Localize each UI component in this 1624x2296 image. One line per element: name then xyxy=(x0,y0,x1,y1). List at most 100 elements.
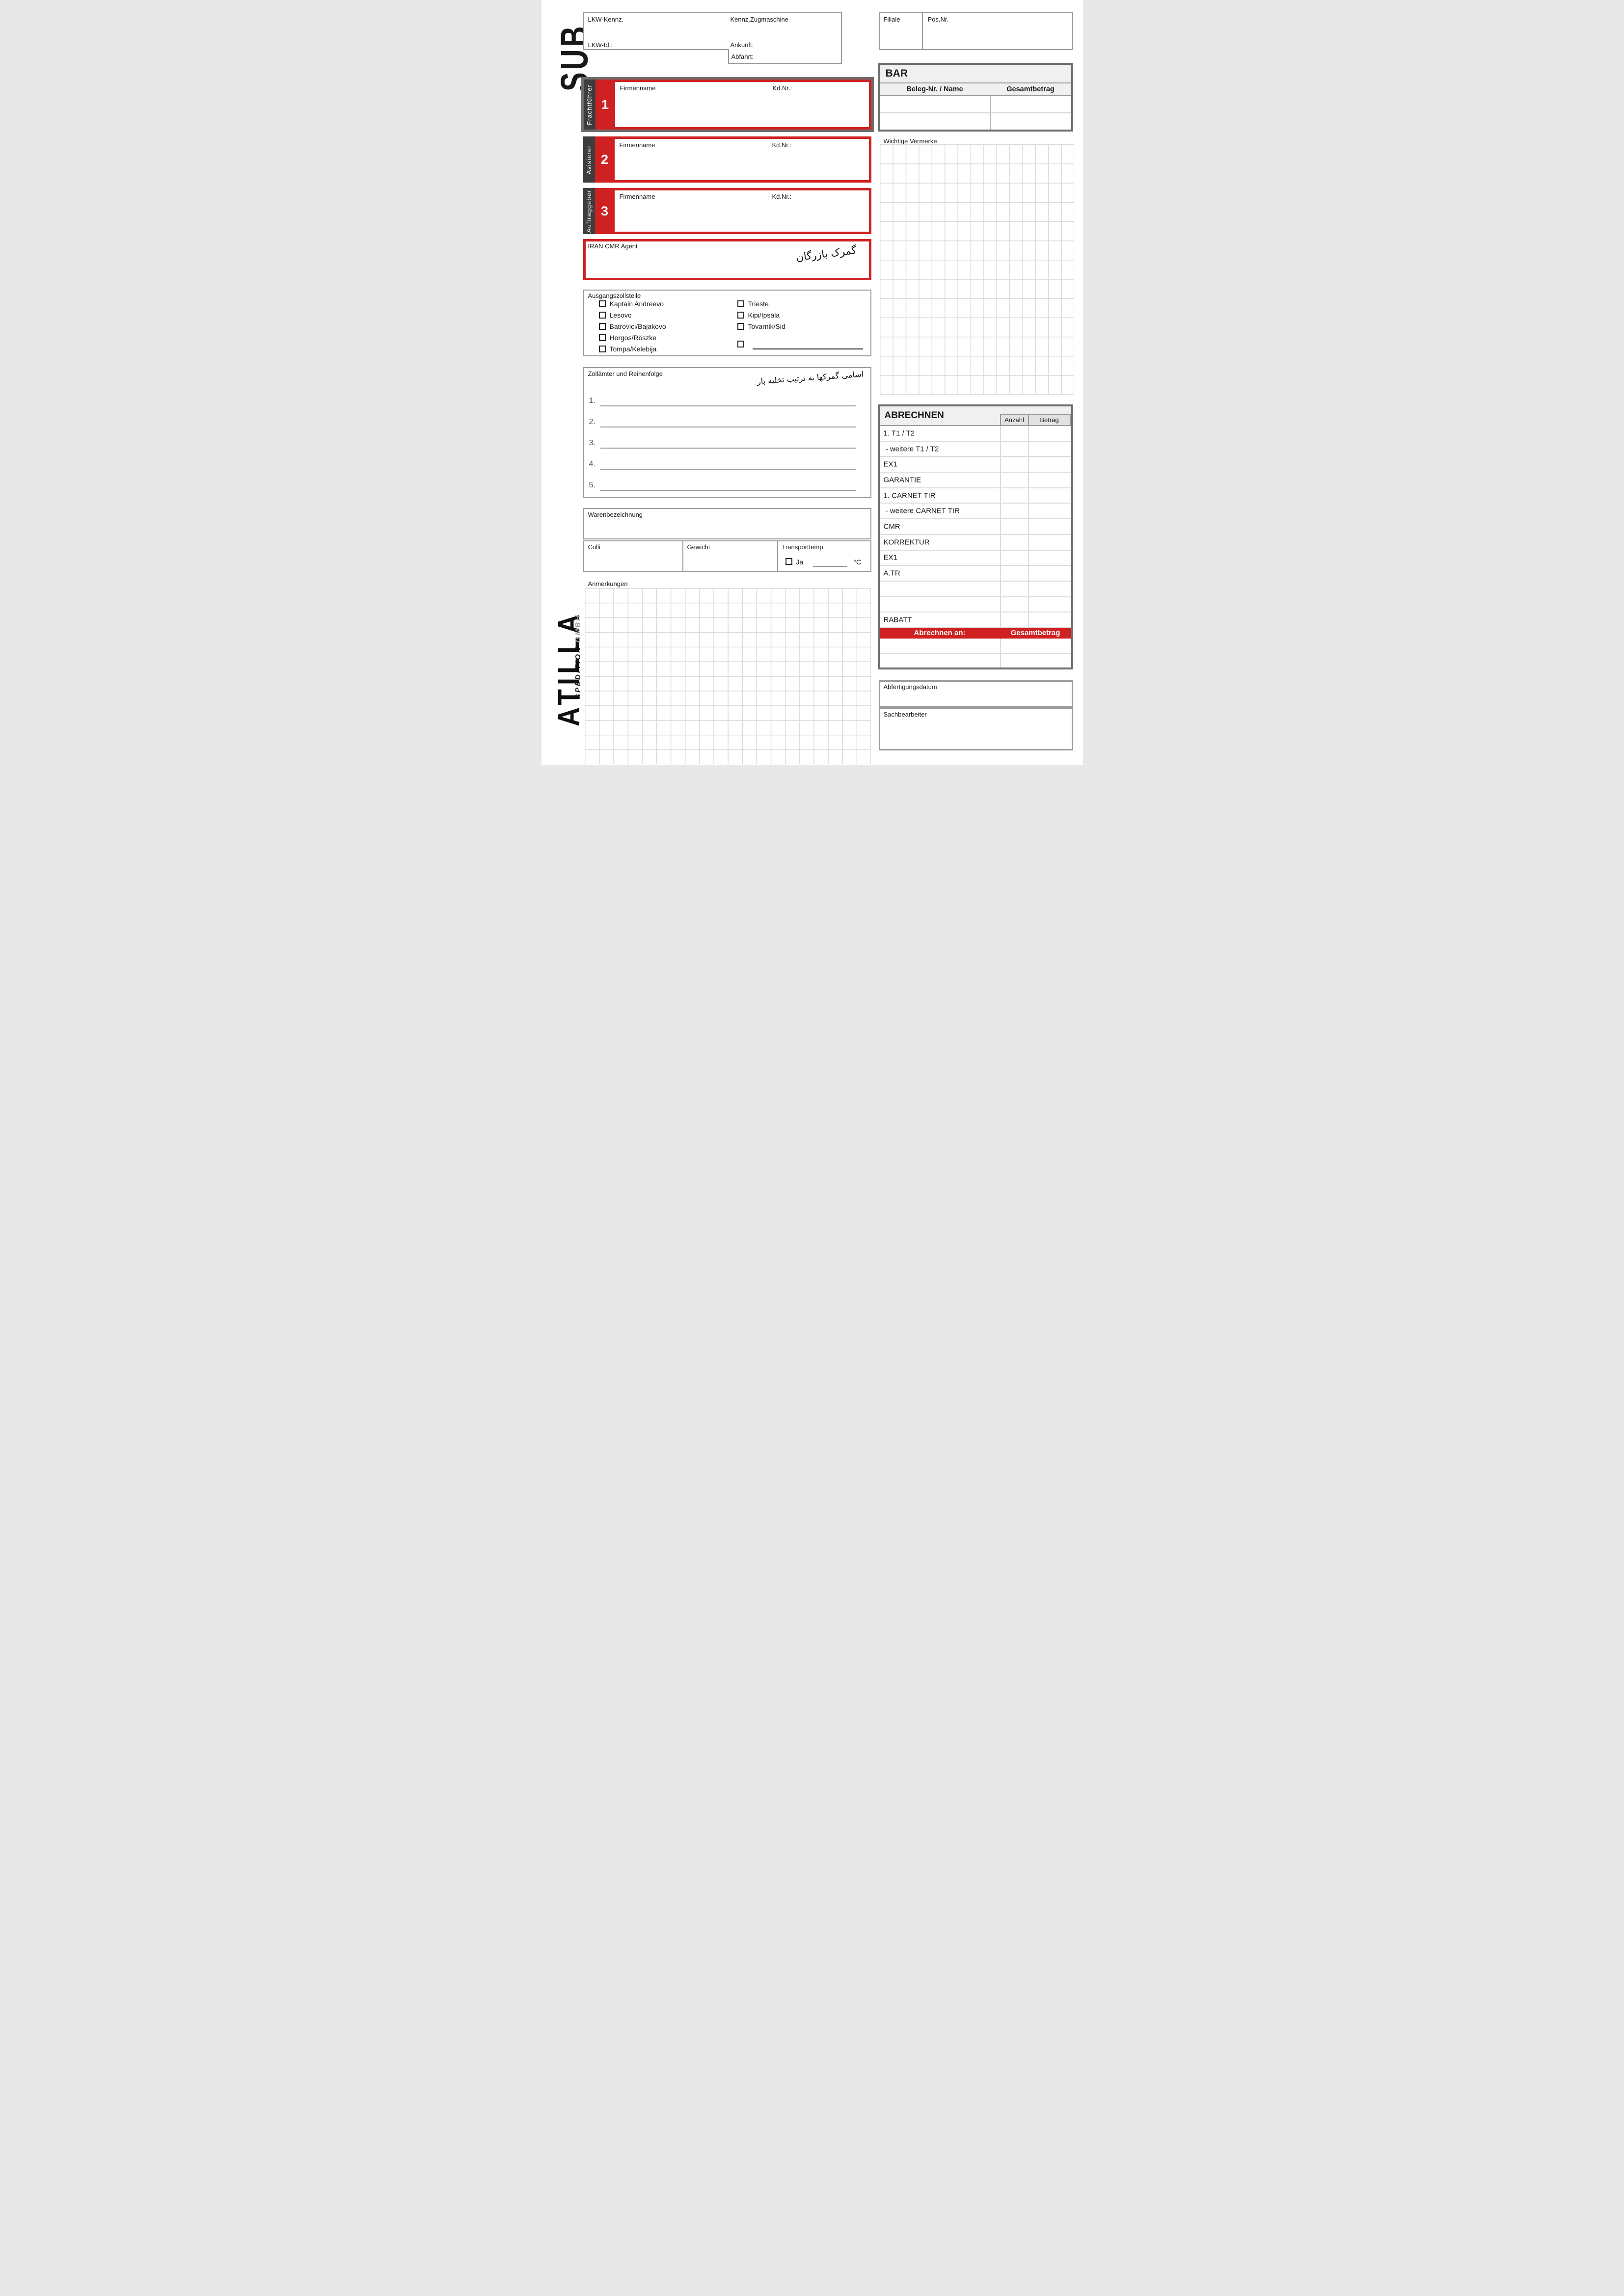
abrechnen-anzahl-cell[interactable] xyxy=(1000,426,1028,441)
abrechnen-anzahl-cell[interactable] xyxy=(1000,613,1028,627)
abrechnen-anzahl-cell[interactable] xyxy=(1000,442,1028,456)
abrechnen-anzahl-cell[interactable] xyxy=(1000,551,1028,565)
goods-description-label: Warenbezeichnung xyxy=(588,511,643,518)
wichtige-vermerke-grid[interactable] xyxy=(879,144,1074,395)
lkw-kennz-label: LKW-Kennz. xyxy=(588,16,624,23)
customs-order-number: 1. xyxy=(589,397,595,405)
exit-customs-checkbox[interactable] xyxy=(737,312,744,319)
kdnr-label-3: Kd.Nr.: xyxy=(772,193,792,200)
abfahrt-label: Abfahrt: xyxy=(731,53,754,60)
exit-customs-option-label: Batrovici/Bajakovo xyxy=(609,322,666,330)
role-label-1: Frachtführer xyxy=(586,84,593,125)
exit-customs-other-checkbox[interactable] xyxy=(737,341,744,347)
sachbearbeiter-label: Sachbearbeiter xyxy=(883,711,927,718)
customs-order-number: 5. xyxy=(589,481,595,489)
customs-order-line[interactable] xyxy=(600,405,856,406)
customs-order-line[interactable] xyxy=(600,469,856,470)
party-field-3[interactable]: Firmenname Kd.Nr.: xyxy=(614,190,869,232)
spedition-gmbh-logo: SPEDITION GMBH xyxy=(574,537,582,699)
exit-customs-checkbox[interactable] xyxy=(598,300,606,307)
anmerkungen-grid[interactable] xyxy=(584,588,871,764)
abrechnen-betrag-cell[interactable] xyxy=(1028,488,1071,503)
colli-divider-2 xyxy=(777,540,778,572)
party-field-2[interactable]: Firmenname Kd.Nr.: xyxy=(614,139,869,180)
exit-customs-option-label: Horgos/Röszke xyxy=(609,334,657,342)
exit-customs-checkbox[interactable] xyxy=(737,323,744,330)
customs-order-line[interactable] xyxy=(600,490,856,491)
abrechnen-anzahl-divider xyxy=(1000,426,1001,667)
abrechnen-betrag-cell[interactable] xyxy=(1028,426,1071,441)
lkw-id-label: LKW-Id.: xyxy=(588,41,613,49)
anmerkungen-label: Anmerkungen xyxy=(588,580,628,587)
filiale-label: Filiale xyxy=(883,16,900,23)
filiale-box[interactable] xyxy=(878,12,1073,50)
truck-box-bottom-border xyxy=(583,49,729,50)
abrechnen-anzahl-cell[interactable] xyxy=(1000,488,1028,503)
abrechnen-betrag-cell[interactable] xyxy=(1028,582,1071,596)
exit-customs-checkbox[interactable] xyxy=(737,300,744,307)
transporttemp-ja-checkbox[interactable] xyxy=(785,558,792,565)
abrechnen-betrag-cell[interactable] xyxy=(1028,613,1071,627)
firmenname-label-3: Firmenname xyxy=(619,193,655,200)
abrechnen-row: - weitere T1 / T2 xyxy=(879,442,1071,457)
truck-box[interactable] xyxy=(583,12,842,50)
abrechnen-row-label: - weitere T1 / T2 xyxy=(883,445,939,454)
exit-customs-option-label: Kipi/Ipsala xyxy=(748,311,780,319)
abfahrt-box[interactable] xyxy=(728,49,842,64)
kennz-zugmaschine-label: Kennz.Zugmaschine xyxy=(730,16,789,23)
abrechnen-row xyxy=(879,582,1071,597)
spedition-text: SPEDITION xyxy=(573,646,582,699)
abrechnen-anzahl-cell[interactable] xyxy=(1000,504,1028,519)
exit-customs-checkbox[interactable] xyxy=(598,312,606,319)
transporttemp-value-line[interactable] xyxy=(812,566,847,567)
abrechnen-betrag-cell[interactable] xyxy=(1028,457,1071,472)
iran-cmr-box[interactable] xyxy=(583,239,871,280)
party-field-1[interactable]: Firmenname Kd.Nr.: xyxy=(615,82,869,127)
abrechnen-betrag-cell[interactable] xyxy=(1028,566,1071,581)
abrechnen-anzahl-cell[interactable] xyxy=(1000,457,1028,472)
abrechnen-betrag-cell[interactable] xyxy=(1028,597,1071,612)
abrechnen-anzahl-cell[interactable] xyxy=(1000,597,1028,612)
ankunft-label: Ankunft: xyxy=(730,41,754,49)
abrechnen-anzahl-cell[interactable] xyxy=(1000,566,1028,581)
abrechnen-betrag-cell[interactable] xyxy=(1028,442,1071,456)
abrechnen-row: CMR xyxy=(879,519,1071,535)
abrechnen-anzahl-cell[interactable] xyxy=(1000,582,1028,596)
party-box-3: Auftraggeber 3 Firmenname Kd.Nr.: xyxy=(583,188,871,234)
gesamtbetrag-cell[interactable] xyxy=(1000,639,1071,653)
wichtige-vermerke-label: Wichtige Vermerke xyxy=(883,137,937,145)
goods-description-box[interactable] xyxy=(583,508,871,539)
bar-title-band: BAR xyxy=(879,65,1071,83)
exit-customs-label: Ausgangszollstelle xyxy=(588,292,641,299)
exit-customs-checkbox[interactable] xyxy=(598,323,606,330)
exit-customs-checkbox[interactable] xyxy=(598,334,606,341)
exit-customs-other-line[interactable] xyxy=(752,348,863,349)
betrag-header-cell: Betrag xyxy=(1028,414,1071,426)
colli-divider-1 xyxy=(682,540,683,572)
gmbh-text: GMBH xyxy=(573,614,582,642)
abrechnen-betrag-divider xyxy=(1028,426,1029,628)
abrechnen-an-cell[interactable] xyxy=(880,639,1000,653)
sub-freight-form: SUB ATILLA SPEDITION GMBH LKW-Kennz. Ken… xyxy=(541,0,1083,765)
sachbearbeiter-box[interactable] xyxy=(878,707,1073,750)
bar-cell-amount-1[interactable] xyxy=(990,96,1071,112)
exit-customs-option-label: Tompa/Kelebija xyxy=(609,345,657,353)
bar-box: BAR Beleg-Nr. / Name Gesamtbetrag xyxy=(877,63,1073,132)
abrechnen-anzahl-cell[interactable] xyxy=(1000,473,1028,487)
abrechnen-anzahl-cell[interactable] xyxy=(1000,519,1028,534)
bar-header-band: Beleg-Nr. / Name Gesamtbetrag xyxy=(879,83,1071,96)
abrechnen-row: EX1 xyxy=(879,551,1071,566)
abrechnen-betrag-cell[interactable] xyxy=(1028,504,1071,519)
abrechnen-betrag-cell[interactable] xyxy=(1028,519,1071,534)
transporttemp-ja-label: Ja xyxy=(796,558,804,566)
abrechnen-betrag-cell[interactable] xyxy=(1028,551,1071,565)
abrechnen-betrag-cell[interactable] xyxy=(1028,473,1071,487)
exit-customs-checkbox[interactable] xyxy=(598,346,606,352)
abrechnen-betrag-cell[interactable] xyxy=(1028,535,1071,550)
role-label-2: Avisierer xyxy=(585,145,593,174)
abrechnen-anzahl-cell[interactable] xyxy=(1000,535,1028,550)
bar-cell-name-1[interactable] xyxy=(880,96,990,112)
customs-order-line[interactable] xyxy=(600,448,856,449)
abfertigungsdatum-box[interactable] xyxy=(878,680,1073,708)
party-number-2: 2 xyxy=(600,152,609,167)
